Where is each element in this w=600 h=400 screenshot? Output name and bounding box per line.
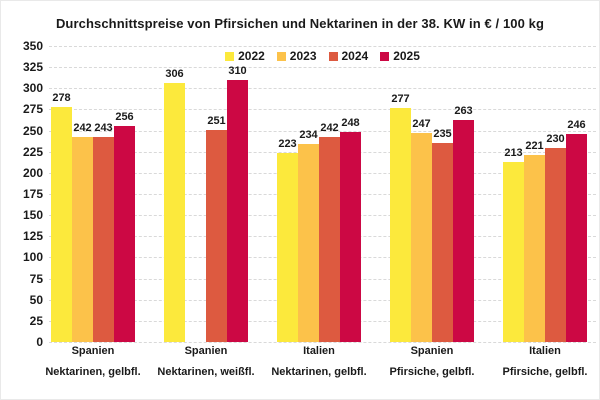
bar: 242 [319, 122, 340, 342]
y-axis-label: 125 [22, 229, 43, 244]
bar-value-label: 223 [278, 138, 297, 151]
gridline [49, 342, 596, 343]
bar: 221 [524, 140, 545, 342]
bar: 278 [51, 92, 72, 342]
chart-title: Durchschnittspreise von Pfirsichen und N… [55, 16, 545, 31]
x-axis-country-label: Spanien [71, 345, 115, 357]
legend-item: 2023 [276, 49, 317, 63]
legend-label: 2022 [238, 49, 265, 63]
bar-value-label: 251 [207, 114, 226, 127]
x-axis-variety-label: Pfirsiche, gelbfl. [502, 366, 588, 378]
bar-value-label: 306 [165, 68, 184, 81]
y-axis-label: 25 [29, 313, 43, 328]
bar-group: 277 247 235 263 [390, 46, 474, 342]
bar-value-label: 242 [320, 122, 339, 135]
bar: 223 [277, 138, 298, 342]
y-axis-label: 225 [22, 144, 43, 159]
bar: 256 [114, 111, 135, 342]
bar: 306 [164, 68, 185, 342]
x-axis-label: Spanien Nektarinen, gelbfl. [23, 345, 163, 378]
bar-value-label: 230 [546, 132, 565, 145]
y-axis-label: 275 [22, 102, 43, 117]
bar-value-label: 248 [341, 117, 360, 130]
bar-value-label: 277 [391, 92, 410, 105]
gridline [49, 46, 596, 47]
x-axis-variety-label: Nektarinen, gelbfl. [45, 366, 141, 378]
x-axis-label: Spanien Nektarinen, weißfl. [136, 345, 276, 378]
y-axis-label: 200 [22, 165, 43, 180]
bar-value-label: 278 [52, 91, 71, 104]
x-axis-country-label: Spanien [184, 345, 228, 357]
y-axis-label: 50 [29, 292, 43, 307]
legend-swatch-icon [328, 51, 338, 61]
bar-value-label: 256 [115, 110, 134, 123]
x-axis-label: Spanien Pfirsiche, gelbfl. [362, 345, 502, 378]
bar-value-label: 246 [567, 118, 586, 131]
gridline [49, 67, 596, 69]
legend-swatch-icon [380, 51, 390, 61]
bar: 277 [390, 93, 411, 342]
x-axis-label: Italien Nektarinen, gelbfl. [249, 345, 389, 378]
bar: 242 [72, 122, 93, 342]
x-axis-label: Italien Pfirsiche, gelbfl. [475, 345, 599, 378]
y-axis-label: 250 [22, 123, 43, 138]
x-axis-country-label: Italien [529, 345, 561, 357]
bar: 235 [432, 128, 453, 342]
y-axis-label: 75 [29, 271, 43, 286]
bar-value-label: 310 [228, 64, 247, 77]
x-axis-variety-label: Nektarinen, gelbfl. [271, 366, 367, 378]
legend-item: 2025 [380, 49, 420, 63]
legend-swatch-icon [225, 51, 235, 61]
bar-value-label: 247 [412, 118, 431, 131]
legend: 2022 2023 2024 2025 [49, 49, 596, 63]
gridline [49, 88, 596, 90]
bar-value-label: 263 [454, 104, 473, 117]
x-axis-country-label: Italien [303, 345, 335, 357]
bar: 263 [453, 105, 474, 342]
bar-group: 306 251 310 [164, 46, 248, 342]
bar-value-label: 234 [299, 129, 318, 142]
bar: 247 [411, 118, 432, 342]
bar-value-label: 221 [525, 140, 544, 153]
bar-group: 223 234 242 248 [277, 46, 361, 342]
legend-item: 2022 [225, 49, 265, 63]
gridline [49, 130, 596, 132]
bar: 251 [206, 115, 227, 342]
y-axis-label: 325 [22, 60, 43, 75]
bar: 243 [93, 122, 114, 342]
legend-label: 2024 [341, 49, 369, 63]
bar-group: 213 221 230 246 [503, 46, 587, 342]
bar-value-label: 243 [94, 121, 113, 134]
legend-label: 2023 [289, 49, 317, 63]
y-axis-label: 350 [22, 39, 43, 53]
y-axis-label: 300 [22, 81, 43, 96]
y-axis-label: 0 [36, 335, 43, 349]
legend-swatch-icon [276, 51, 286, 61]
bar: 234 [298, 129, 319, 342]
x-axis-country-label: Spanien [410, 345, 454, 357]
gridline [49, 109, 596, 111]
y-axis-label: 175 [22, 187, 43, 201]
y-axis-label: 100 [22, 250, 43, 265]
x-axis-variety-label: Pfirsiche, gelbfl. [389, 366, 475, 378]
bar: 230 [545, 133, 566, 342]
bar-value-label: 242 [73, 122, 92, 135]
bar: 248 [340, 117, 361, 342]
legend-label: 2025 [393, 49, 420, 63]
x-axis-variety-label: Nektarinen, weißfl. [157, 366, 255, 378]
bar-value-label: 213 [504, 146, 523, 159]
bar: 213 [503, 147, 524, 342]
bar-group: 278 242 243 256 [51, 46, 135, 342]
bar-value-label: 235 [433, 128, 452, 141]
bar: 310 [227, 65, 248, 342]
y-axis-label: 150 [22, 208, 43, 223]
bar: 246 [566, 119, 587, 342]
legend-item: 2024 [328, 49, 369, 63]
